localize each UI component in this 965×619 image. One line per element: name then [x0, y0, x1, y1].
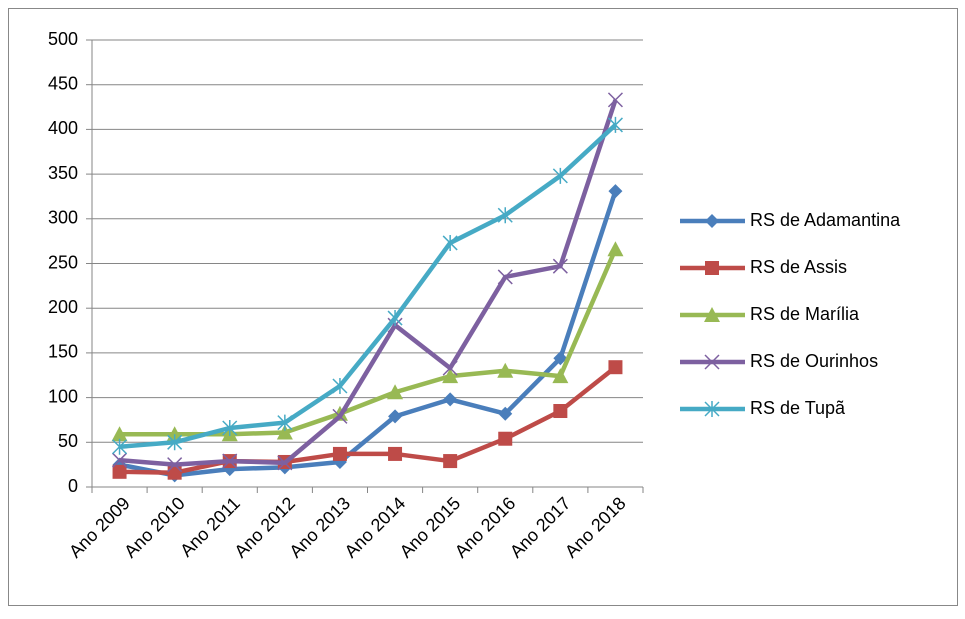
y-tick-label: 50	[58, 431, 78, 451]
marker	[167, 434, 183, 451]
marker	[276, 424, 293, 440]
marker	[497, 362, 514, 378]
legend-label: RS de Assis	[750, 257, 847, 277]
y-tick-label: 500	[48, 29, 78, 49]
y-tick-label: 100	[48, 386, 78, 406]
marker	[498, 406, 513, 421]
y-tick-label: 150	[48, 342, 78, 362]
marker	[387, 310, 403, 327]
marker	[277, 414, 293, 431]
legend-label: RS de Tupã	[750, 398, 846, 418]
marker	[553, 351, 568, 366]
marker	[112, 452, 128, 468]
marker	[608, 184, 623, 199]
marker	[443, 392, 458, 407]
series-line	[119, 190, 618, 478]
marker	[553, 404, 568, 419]
marker	[222, 419, 238, 436]
marker	[332, 408, 348, 424]
marker	[705, 261, 719, 275]
marker	[497, 207, 513, 224]
marker	[442, 368, 459, 384]
series-line	[119, 365, 617, 475]
marker	[704, 401, 720, 417]
y-tick-label: 250	[48, 252, 78, 272]
marker	[552, 368, 569, 384]
marker	[388, 446, 403, 461]
marker	[552, 167, 568, 184]
marker	[167, 457, 183, 473]
marker	[442, 234, 458, 251]
y-tick-label: 200	[48, 297, 78, 317]
marker	[704, 307, 720, 322]
legend-label: RS de Ourinhos	[750, 351, 878, 371]
y-tick-label: 400	[48, 118, 78, 138]
marker	[167, 465, 182, 480]
marker	[443, 454, 458, 469]
marker	[705, 214, 719, 228]
marker	[607, 241, 624, 257]
marker	[111, 426, 128, 442]
marker	[497, 269, 513, 285]
marker	[608, 360, 623, 375]
marker	[332, 446, 347, 461]
y-tick-label: 350	[48, 163, 78, 183]
marker	[498, 431, 513, 446]
marker	[277, 455, 293, 471]
series-line	[119, 99, 618, 467]
marker	[552, 258, 568, 274]
y-tick-label: 450	[48, 73, 78, 93]
marker	[112, 464, 127, 479]
y-tick-label: 0	[68, 476, 78, 496]
legend-label: RS de Marília	[750, 304, 860, 324]
marker	[387, 384, 404, 400]
series-line	[119, 123, 617, 450]
marker	[112, 438, 128, 455]
marker	[388, 409, 403, 424]
marker	[332, 377, 348, 394]
marker	[222, 453, 238, 469]
chart-border	[8, 8, 958, 606]
y-tick-label: 300	[48, 208, 78, 228]
legend-label: RS de Adamantina	[750, 210, 901, 230]
marker	[704, 354, 720, 370]
marker	[607, 116, 623, 133]
marker	[607, 92, 623, 108]
marker	[442, 360, 458, 376]
